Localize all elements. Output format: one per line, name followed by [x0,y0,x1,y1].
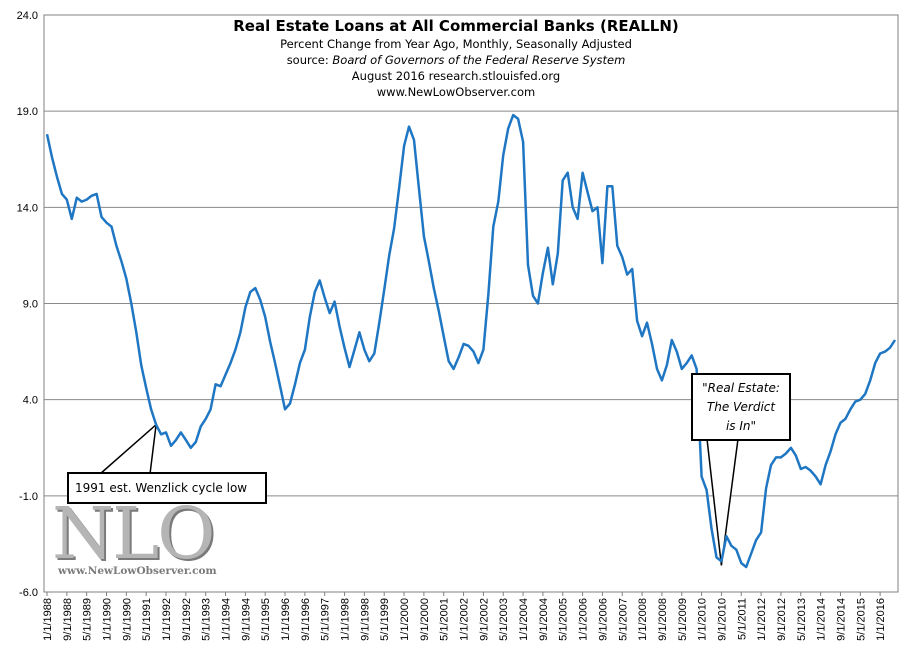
x-tick-label: 9/1/2012 [776,598,788,641]
annotation-verdict-line-2: The Verdict [706,400,776,414]
x-tick-label: 1/1/2004 [518,598,530,641]
chart-title: Real Estate Loans at All Commercial Bank… [233,17,679,35]
x-tick-label: 1/1/2000 [399,598,411,641]
x-tick-label: 5/1/1995 [260,598,272,641]
x-tick-label: 5/1/2007 [617,598,629,641]
x-tick-label: 9/1/2014 [835,598,847,641]
x-tick-label: 1/1/2006 [578,598,590,641]
x-tick-label: 9/1/2010 [716,598,728,641]
x-tick-label: 9/1/2006 [597,598,609,641]
x-tick-label: 9/1/2004 [538,598,550,641]
x-tick-label: 9/1/1990 [121,598,133,641]
x-tick-label: 5/1/2009 [677,598,689,641]
annotation-wenzlick-text: 1991 est. Wenzlick cycle low [75,481,248,495]
subtitle-line-2: source: Board of Governors of the Federa… [286,53,626,67]
x-tick-label: 9/1/1994 [240,598,252,641]
subtitle-line-4: www.NewLowObserver.com [376,85,536,99]
y-tick-label: 24.0 [17,10,38,22]
x-tick-label: 9/1/2000 [419,598,431,641]
x-tick-label: 9/1/1998 [359,598,371,641]
annotation-verdict-line-3: is In" [725,419,757,433]
y-tick-label: 4.0 [23,395,38,407]
x-tick-label: 1/1/2010 [697,598,709,641]
x-tick-label: 5/1/2003 [498,598,510,641]
y-tick-label: 9.0 [23,299,38,311]
y-tick-label: 19.0 [17,106,38,118]
annotation-verdict-line-1: "Real Estate: [702,381,780,395]
x-tick-label: 1/1/2002 [459,598,471,641]
x-tick-label: 9/1/1992 [181,598,193,641]
x-tick-label: 5/1/2001 [439,598,451,641]
y-tick-label: 14.0 [17,202,38,214]
x-tick-label: 9/1/2008 [657,598,669,641]
x-tick-label: 5/1/2013 [796,598,808,641]
subtitle-line-1: Percent Change from Year Ago, Monthly, S… [280,37,632,51]
x-tick-label: 5/1/1993 [201,598,213,641]
x-tick-label: 1/1/1990 [102,598,114,641]
x-tick-label: 5/1/1991 [141,598,153,641]
x-tick-label: 1/1/1996 [280,598,292,641]
logo-text: NLO [52,492,215,575]
x-axis-ticks: 1/1/1988 9/1/1988 5/1/1989 1/1/1990 9/1/1990… [42,592,887,641]
y-tick-label: -1.0 [19,491,38,503]
x-tick-label: 5/1/2011 [736,598,748,640]
y-axis-ticks: 24.0 19.0 14.0 9.0 4.0 -1.0 -6.0 [17,10,38,599]
annotation-verdict: "Real Estate: The Verdict is In" [691,373,791,441]
x-tick-label: 5/1/2005 [558,598,570,641]
x-tick-label: 1/1/1992 [161,598,173,641]
x-tick-label: 1/1/2014 [816,598,828,641]
subtitle-line-3: August 2016 research.stlouisfed.org [351,69,561,83]
chart-title-block: Real Estate Loans at All Commercial Bank… [200,16,712,100]
plot-frame [43,14,899,593]
x-tick-label: 1/1/2008 [637,598,649,641]
series-line [45,113,897,569]
logo-url: www.NewLowObserver.com [58,565,217,577]
x-tick-label: 9/1/1996 [300,598,312,641]
y-tick-label: -6.0 [19,587,38,599]
annotation-wenzlick: 1991 est. Wenzlick cycle low [67,472,267,504]
x-tick-label: 5/1/1989 [82,598,94,641]
x-tick-label: 1/1/2012 [756,598,768,641]
x-tick-label: 1/1/1994 [221,598,233,641]
x-tick-label: 1/1/1998 [340,598,352,641]
x-tick-label: 9/1/2002 [478,598,490,641]
wenzlick-pointer [98,422,158,475]
x-tick-label: 5/1/2015 [855,598,867,641]
x-tick-label: 9/1/1988 [62,598,74,641]
x-tick-label: 5/1/1997 [320,598,332,641]
nlo-logo: NLO www.NewLowObserver.com [52,492,222,577]
x-tick-label: 5/1/1999 [379,598,391,641]
x-tick-label: 1/1/2016 [875,598,887,641]
x-tick-label: 1/1/1988 [42,598,54,641]
